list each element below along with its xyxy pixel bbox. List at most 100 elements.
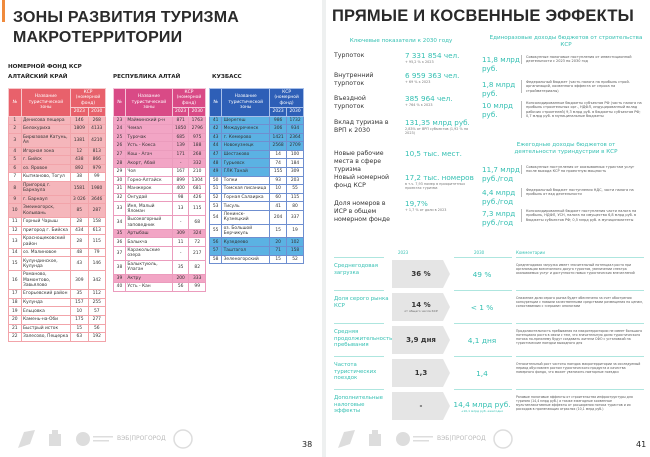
- col-name: Название туристической зоны: [221, 88, 271, 117]
- value-2023: 309: [171, 228, 190, 239]
- value-2023: 175: [70, 314, 89, 325]
- col-2030: 2030: [188, 107, 206, 117]
- table-row: 42 Междуреченск 306 934: [208, 124, 304, 134]
- table-row: 8 Пригород г. Барнаула 1581 1980: [8, 180, 107, 196]
- row-num: 50: [208, 175, 223, 186]
- value: 1,3: [414, 369, 428, 377]
- table-row: 13 Краснощековский район 28 115: [8, 234, 107, 249]
- value: 19,7%: [405, 199, 428, 208]
- table-row: 12 пригород г. Бийска 434 613: [8, 225, 107, 236]
- onetime-value: 1,8 млрд руб.: [482, 80, 516, 98]
- row-num: 58: [208, 254, 223, 265]
- zone-name: Романово, Мамонтово, Завьялово: [20, 270, 72, 291]
- value-2030: 115: [188, 201, 206, 217]
- indicator-value: 7 331 854 чел. + 95,2 % к 2023: [405, 52, 477, 65]
- value: 17,2 тыс. номеров: [405, 173, 474, 182]
- table-row: 52 Горная Салаирка 60 115: [208, 192, 304, 203]
- comparison-row: Средняя продолжительность пребывания 3,9…: [326, 323, 650, 355]
- table-row: 51 Томская писаница 10 55: [208, 184, 304, 194]
- annual-comment: Консолидированный бюджет поступления час…: [521, 209, 646, 222]
- tourism-logo: [338, 430, 355, 448]
- zone-name: г. Кемерово: [221, 132, 271, 143]
- annual-value: 11,7 млрд руб./год: [482, 165, 520, 183]
- value-2030: 337: [286, 209, 304, 225]
- title-line: МАКРОТЕРРИТОРИИ: [13, 29, 183, 46]
- zone-name: Егорьевский район: [20, 289, 72, 299]
- zone-name: г. Барнаул: [20, 194, 72, 205]
- metric-label: Дополнительные налоговые эффекты: [334, 395, 383, 415]
- annual-comment: Совокупные поступления от оказываемых ту…: [521, 165, 646, 174]
- value-2023: 434: [70, 225, 89, 236]
- value-2030: 1304: [188, 175, 206, 186]
- zone-name: Ленинск-Кузнецкий: [221, 209, 271, 225]
- zone-name: Иня, Малый Яломан: [124, 201, 173, 217]
- room-fund-table: № Название туристической зоны КСР (номерно…: [8, 88, 107, 342]
- row-num: 29: [113, 167, 126, 177]
- annual-value: 7,3 млрд руб./год: [482, 209, 516, 227]
- row-num: 7: [8, 172, 22, 182]
- table-row: 27 Кош - Агач 171 268: [113, 149, 206, 160]
- table-row: 14 оз. Малиновое 48 79: [8, 247, 107, 258]
- zone-name: Актру: [124, 273, 173, 284]
- value-2030: 115: [286, 192, 304, 203]
- value-note: + 764 % к 2023: [405, 103, 433, 107]
- room-fund-table: № Название туристической зоны КСР (номерно…: [208, 88, 304, 265]
- zone-name: Гурьевск: [221, 158, 271, 169]
- value-2023: 12: [70, 146, 89, 157]
- table-row: 17 Егорьевский район 35 112: [8, 289, 107, 299]
- value: -: [419, 402, 423, 410]
- metric-label: Доля серого рынка КСР: [334, 296, 389, 309]
- onetime-value: 10 млрд руб.: [482, 101, 513, 119]
- zone-name: Горно-Алтайск: [124, 175, 173, 186]
- row-num: 2: [8, 124, 22, 134]
- value-2023: 309: [70, 270, 89, 291]
- col-ksr: КСР (номерной фонд): [269, 88, 304, 108]
- circle-logo: [493, 429, 513, 449]
- page-title: ПРЯМЫЕ И КОСВЕННЫЕ ЭФФЕКТЫ: [332, 7, 634, 25]
- row-num: 28: [113, 158, 126, 169]
- value-2030: 99: [188, 282, 206, 292]
- onetime-comment: Федеральный бюджет (часть налога на приб…: [521, 80, 646, 93]
- zone-name: Тисуль: [221, 201, 271, 211]
- zone-name: Горная Салаирка: [221, 192, 271, 203]
- value-2030: 100: [286, 149, 304, 160]
- value-2030: 333: [188, 273, 206, 284]
- row-num: 31: [113, 184, 126, 194]
- indicator-label: Внутренний турпоток: [334, 72, 374, 87]
- table-row: 11 Горный Чарыш 28 158: [8, 216, 107, 227]
- value-2023: 10: [269, 184, 288, 194]
- row-num: 49: [208, 167, 223, 177]
- ministry-emblem-icon: [396, 432, 433, 446]
- zone-name: Онгудай: [124, 192, 173, 203]
- zone-name: Краснощековский район: [20, 234, 72, 249]
- value-2030: 324: [188, 228, 206, 239]
- value-2030: 3646: [87, 194, 107, 205]
- value-2023: 38: [70, 172, 89, 182]
- key-heading: Ключевые показатели к 2030 году: [349, 38, 453, 44]
- table-row: 41 Шерегеш 986 1732: [208, 115, 304, 126]
- row-num: 57: [208, 246, 223, 256]
- value-2023: 139: [171, 141, 190, 151]
- government-logo: [49, 430, 61, 446]
- row-num: 11: [8, 216, 22, 227]
- value: 385 964 чел.: [405, 94, 453, 103]
- value-2030: 1,4: [452, 359, 512, 387]
- indicator-label: Доля номеров в ИСР в общем номерном фонд…: [334, 200, 390, 223]
- value-2030: 112: [87, 289, 107, 299]
- value-2023: 14: [269, 149, 288, 160]
- value-2023: 36 %: [392, 260, 450, 288]
- value-2023: 10: [70, 306, 89, 316]
- zone-name: Междуреченск: [221, 124, 271, 134]
- table-row: 4 Игорная зона 12 813: [8, 146, 107, 157]
- value-2030: 52: [286, 254, 304, 265]
- footer-logos: ВЭБ|ПРОГОРОД: [14, 428, 214, 450]
- value-2023: 43: [70, 256, 89, 272]
- row-num: 25: [113, 132, 126, 143]
- table-row: 55 оз. Большой Берчикуль 15 19: [208, 223, 304, 239]
- table-row: 38 Балыктуюль, Улаган 35 82: [113, 259, 206, 275]
- col-num: №: [208, 88, 223, 117]
- col-2030: 2030: [286, 107, 304, 117]
- value-2030: 813: [87, 146, 107, 157]
- value-2023: 306: [269, 124, 288, 134]
- row-num: 47: [208, 149, 223, 160]
